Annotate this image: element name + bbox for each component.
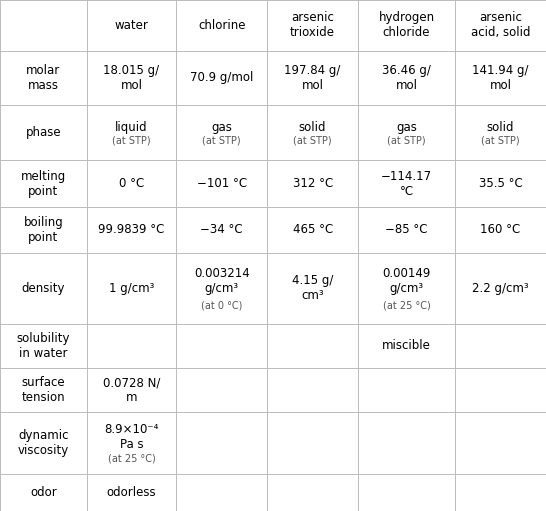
Text: molar
mass: molar mass [26, 64, 61, 91]
Text: 160 °C: 160 °C [480, 223, 521, 237]
Text: 35.5 °C: 35.5 °C [479, 177, 523, 190]
Text: water: water [115, 19, 149, 32]
Text: gas: gas [211, 121, 232, 134]
Text: (at STP): (at STP) [387, 135, 426, 146]
Text: odor: odor [30, 486, 57, 499]
Text: 465 °C: 465 °C [293, 223, 333, 237]
Text: −85 °C: −85 °C [385, 223, 428, 237]
Text: (at STP): (at STP) [293, 135, 332, 146]
Text: chlorine: chlorine [198, 19, 245, 32]
Text: melting
point: melting point [21, 170, 66, 198]
Text: 197.84 g/
mol: 197.84 g/ mol [284, 64, 341, 91]
Text: solid: solid [299, 121, 327, 134]
Text: gas: gas [396, 121, 417, 134]
Text: −114.17
°C: −114.17 °C [381, 170, 432, 198]
Text: density: density [22, 282, 65, 295]
Text: boiling
point: boiling point [23, 216, 63, 244]
Text: 99.9839 °C: 99.9839 °C [98, 223, 165, 237]
Text: hydrogen
chloride: hydrogen chloride [378, 11, 435, 39]
Text: odorless: odorless [106, 486, 156, 499]
Text: (at 0 °C): (at 0 °C) [201, 301, 242, 311]
Text: liquid: liquid [115, 121, 148, 134]
Text: (at STP): (at STP) [481, 135, 520, 146]
Text: (at 25 °C): (at 25 °C) [383, 301, 430, 311]
Text: phase: phase [26, 126, 61, 139]
Text: 36.46 g/
mol: 36.46 g/ mol [382, 64, 431, 91]
Text: 2.2 g/cm³: 2.2 g/cm³ [472, 282, 529, 295]
Text: (at STP): (at STP) [112, 135, 151, 146]
Text: −101 °C: −101 °C [197, 177, 247, 190]
Text: arsenic
acid, solid: arsenic acid, solid [471, 11, 530, 39]
Text: 4.15 g/
cm³: 4.15 g/ cm³ [292, 274, 333, 302]
Text: dynamic
viscosity: dynamic viscosity [18, 429, 69, 457]
Text: 1 g/cm³: 1 g/cm³ [109, 282, 154, 295]
Text: 141.94 g/
mol: 141.94 g/ mol [472, 64, 529, 91]
Text: 0 °C: 0 °C [119, 177, 144, 190]
Text: 8.9×10⁻⁴
Pa s: 8.9×10⁻⁴ Pa s [104, 423, 159, 451]
Text: −34 °C: −34 °C [200, 223, 243, 237]
Text: arsenic
trioxide: arsenic trioxide [290, 11, 335, 39]
Text: 0.00149
g/cm³: 0.00149 g/cm³ [382, 267, 431, 295]
Text: surface
tension: surface tension [22, 376, 66, 404]
Text: (at STP): (at STP) [203, 135, 241, 146]
Text: 18.015 g/
mol: 18.015 g/ mol [103, 64, 159, 91]
Text: (at 25 °C): (at 25 °C) [108, 454, 156, 463]
Text: 0.003214
g/cm³: 0.003214 g/cm³ [194, 267, 250, 295]
Text: solid: solid [486, 121, 514, 134]
Text: solubility
in water: solubility in water [17, 332, 70, 360]
Text: 70.9 g/mol: 70.9 g/mol [190, 71, 253, 84]
Text: miscible: miscible [382, 339, 431, 352]
Text: 0.0728 N/
m: 0.0728 N/ m [103, 376, 160, 404]
Text: 312 °C: 312 °C [293, 177, 333, 190]
